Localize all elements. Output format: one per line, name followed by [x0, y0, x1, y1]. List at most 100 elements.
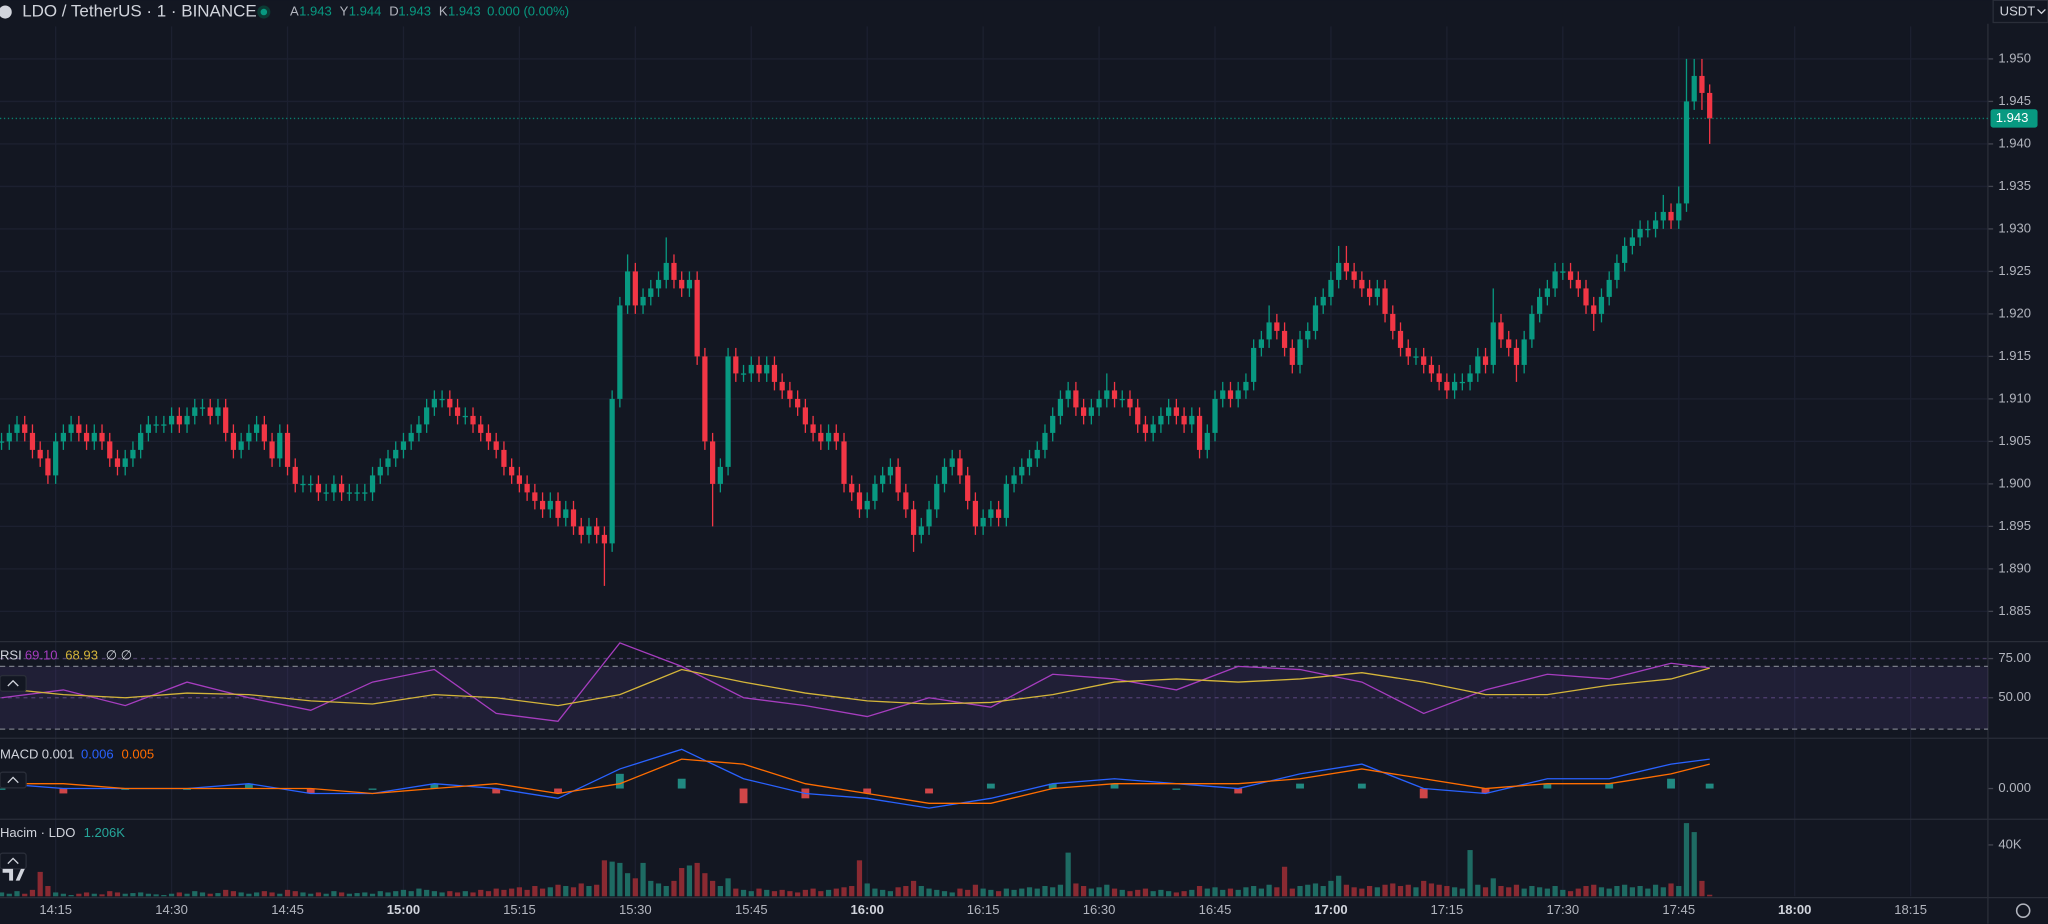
macd-histogram-bar — [615, 773, 624, 789]
macd-histogram-bar — [863, 788, 872, 794]
volume-bar — [1467, 850, 1473, 897]
volume-bar — [679, 868, 685, 897]
candle-body — [1513, 347, 1520, 365]
x-tick-label: 16:30 — [1083, 902, 1116, 917]
candle-body — [632, 271, 638, 306]
candle-body — [223, 407, 229, 433]
volume-bar — [1227, 888, 1234, 897]
candle-body — [60, 432, 66, 442]
candle-body — [972, 500, 979, 527]
macd-histogram-bar — [925, 788, 933, 794]
currency[interactable]: USDT — [2000, 3, 2036, 18]
volume-bar — [1428, 883, 1435, 897]
volume-bar — [161, 895, 167, 897]
volume-bar — [292, 891, 298, 897]
quote-key: D — [389, 3, 398, 18]
settings-button[interactable] — [2015, 903, 2031, 918]
volume-bar — [694, 862, 700, 897]
candle-body — [130, 449, 136, 459]
volume-bar — [733, 888, 739, 897]
candle-body — [1166, 407, 1172, 416]
volume-bar — [586, 886, 592, 897]
y-tick-label: 1.890 — [1998, 560, 2031, 575]
volume-bar — [1019, 888, 1025, 897]
volume-bar — [864, 883, 870, 897]
candle-body — [431, 398, 437, 408]
collapse-button[interactable] — [0, 852, 27, 870]
macd-histogram-bar — [1705, 783, 1714, 789]
candle-body — [416, 424, 422, 433]
y-tick-label: 40K — [1998, 836, 2022, 851]
volume-bar — [323, 893, 329, 897]
collapse-button[interactable] — [0, 674, 27, 692]
candle-body — [29, 432, 36, 450]
candle-body — [679, 279, 685, 289]
candle-body — [300, 483, 306, 486]
volume-bar — [60, 893, 66, 897]
volume-bar — [516, 887, 523, 897]
candle-body — [1096, 398, 1102, 408]
y-tick-label: 0.000 — [1998, 780, 2031, 795]
x-tick-label: 16:45 — [1199, 902, 1232, 917]
candle-body — [1683, 101, 1690, 204]
volume-bar — [1173, 892, 1179, 897]
volume-bar — [1220, 889, 1226, 897]
candle-body — [1150, 424, 1156, 433]
volume-bar — [6, 893, 12, 897]
candle-body — [539, 500, 546, 510]
candle-body — [910, 509, 917, 535]
candle-body — [1320, 296, 1326, 306]
volume-bar — [903, 886, 909, 897]
volume-bar — [856, 860, 863, 897]
volume-bar — [261, 891, 267, 897]
macd-histogram-bar — [677, 778, 686, 789]
volume-bar — [331, 891, 337, 897]
candle-body — [1127, 398, 1133, 408]
candle-body — [965, 475, 971, 501]
volume-bar — [1374, 887, 1380, 897]
candle-body — [856, 492, 863, 510]
y-tick-label: 1.895 — [1998, 518, 2031, 533]
series-line — [1, 667, 1710, 707]
candle-body — [292, 466, 298, 484]
volume-bar — [68, 895, 74, 897]
candle-body — [1668, 211, 1674, 221]
volume-bar — [1057, 884, 1064, 897]
macd-histogram-bar — [1234, 788, 1243, 794]
volume-bar — [524, 889, 530, 897]
volume-bar — [1459, 888, 1465, 897]
candle-body — [230, 432, 237, 450]
candle-body — [323, 492, 329, 494]
volume-bar — [238, 892, 244, 897]
candle-body — [501, 449, 507, 467]
volume-bar — [130, 893, 136, 897]
collapse-button[interactable] — [0, 771, 27, 789]
volume-bar — [1451, 887, 1458, 897]
volume-bar — [176, 892, 182, 897]
volume-bar — [764, 889, 770, 897]
candle-body — [601, 534, 608, 544]
volume-bar — [346, 893, 352, 897]
volume-bar — [918, 886, 924, 897]
candle-body — [176, 415, 182, 425]
volume-bar — [1305, 884, 1311, 897]
candle-body — [1598, 296, 1605, 314]
candle-body — [524, 483, 530, 493]
volume-bar — [779, 889, 785, 897]
volume-bar — [76, 893, 82, 897]
candle-body — [14, 424, 20, 433]
quote-key: K — [439, 3, 448, 18]
candle-body — [207, 407, 213, 416]
y-tick-label: 1.930 — [1998, 220, 2031, 235]
currency-chevron — [2037, 8, 2046, 15]
volume-bar — [1513, 884, 1520, 897]
y-tick-label: 1.945 — [1998, 93, 2031, 108]
candle-body — [1676, 203, 1682, 221]
volume-bar — [408, 891, 414, 897]
quote-value: 1.944 — [349, 3, 382, 18]
volume-bar — [1622, 884, 1628, 897]
candle-body — [478, 424, 484, 433]
candle-body — [493, 441, 499, 450]
volume-bar — [447, 891, 453, 897]
